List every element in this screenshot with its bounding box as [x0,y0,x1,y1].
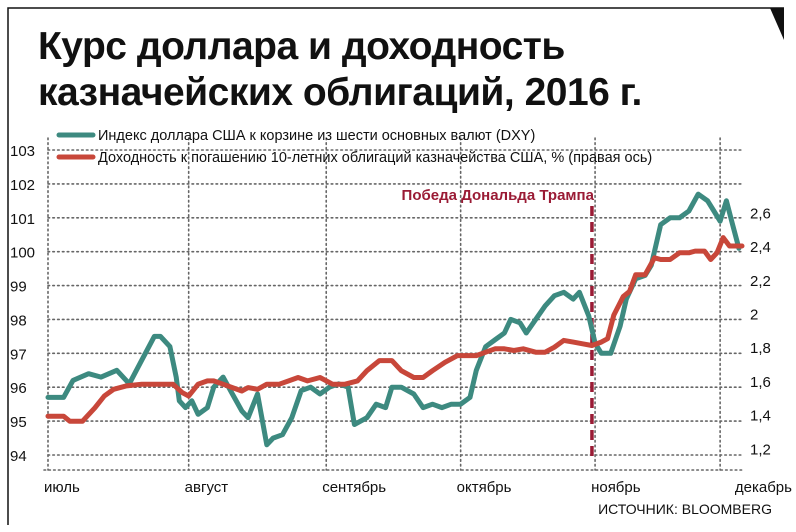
y-left-tick-label-5: 99 [10,279,27,296]
y-right-tick-label-4: 2 [750,306,758,323]
y-left-tick-label-6: 100 [10,245,35,262]
y-left-tick-label-9: 103 [10,143,35,160]
chart-title-line-1: Курс доллара и доходность [38,25,565,68]
y-right-tick-label-6: 2,4 [750,239,771,256]
frame-corner-notch [770,8,784,40]
legend-label-dxy: Индекс доллара США к корзине из шести ос… [98,128,535,144]
x-axis: июль август сентябрь октябрь ноябрь декабрь [43,469,792,496]
y-left-tick-label-3: 97 [10,346,27,363]
legend: Индекс доллара США к корзине из шести ос… [56,128,652,166]
y-left-tick-label-1: 95 [10,414,27,431]
frame-border [7,7,784,525]
x-tick-label-0: июль [44,479,80,496]
y-axis-right: 1,2 1,4 1,6 1,8 2 2,2 2,4 2,6 [750,205,771,458]
x-tick-label-3: октябрь [457,479,512,496]
chart-title-line-2: казначейских облигаций, 2016 г. [38,71,642,114]
x-tick-label-4: ноябрь [591,479,641,496]
x-tick-label-2: сентябрь [322,479,386,496]
trump-victory-marker: Победа Дональда Трампа [402,187,595,456]
series [45,191,745,448]
y-left-tick-label-8: 102 [10,177,35,194]
trump-victory-label: Победа Дональда Трампа [402,187,595,204]
y-right-tick-label-5: 2,2 [750,273,771,290]
x-tick-label-5: декабрь [735,479,792,496]
y-right-tick-label-0: 1,2 [750,441,771,458]
y-left-tick-label-4: 98 [10,312,27,329]
x-tick-label-1: август [185,479,229,496]
legend-label-yield: Доходность к погашению 10-летних облигац… [98,150,652,166]
y-right-tick-label-2: 1,6 [750,374,771,391]
y-right-tick-label-1: 1,4 [750,408,771,425]
y-left-tick-label-7: 101 [10,211,35,228]
y-axis-left: 94 95 96 97 98 99 100 101 102 103 [10,143,35,465]
y-left-tick-label-2: 96 [10,380,27,397]
series-line-yield [45,235,745,424]
chart-title: Курс доллара и доходность казначейских о… [38,24,642,116]
y-left-tick-label-0: 94 [10,448,27,465]
source-note: ИСТОЧНИК: BLOOMBERG [598,501,772,517]
y-right-tick-label-7: 2,6 [750,205,771,222]
y-right-tick-label-3: 1,8 [750,340,771,357]
grid [47,137,743,471]
